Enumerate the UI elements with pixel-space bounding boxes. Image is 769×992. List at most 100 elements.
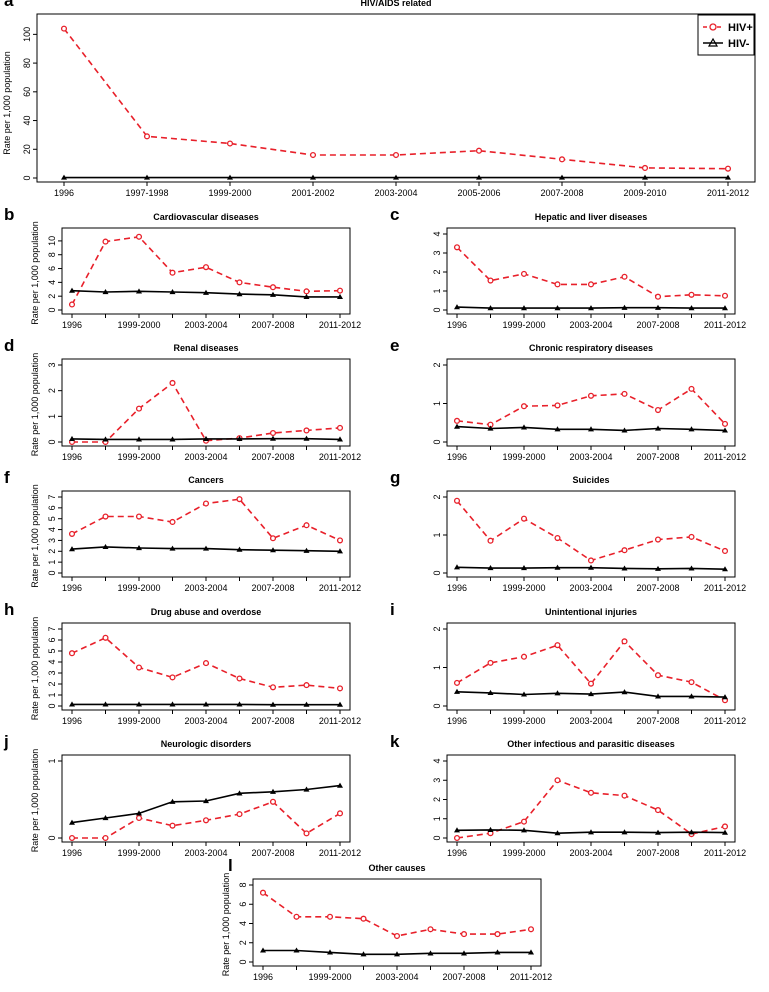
data-point-hiv-pos-i — [688, 679, 695, 686]
y-tick-label-k: 1 — [432, 816, 442, 821]
data-point-hiv-neg-b — [337, 293, 343, 299]
data-point-hiv-pos-d — [303, 427, 310, 434]
data-point-hiv-neg-f — [69, 546, 75, 552]
legend-label-hiv-pos: HIV+ — [728, 22, 753, 34]
y-tick-label-d: 1 — [47, 414, 57, 419]
panel-a: a HIV/AIDS related 0 20 40 60 80 100 1996 1997-19… — [2, 0, 756, 198]
data-point-hiv-pos-e — [587, 392, 595, 399]
data-point-hiv-pos-j — [336, 810, 344, 817]
y-tick-label-c: 0 — [432, 307, 442, 312]
data-point-hiv-pos-f — [169, 518, 176, 526]
data-point-hiv-pos-j — [303, 830, 310, 837]
data-point-hiv-pos-f — [102, 513, 109, 520]
panel-title-a: HIV/AIDS related — [360, 0, 431, 8]
data-point-hiv-pos-j — [202, 817, 210, 824]
x-tick-label-e: 1996 — [447, 452, 467, 462]
data-point-hiv-neg-k — [554, 830, 561, 836]
x-tick-label-a: 2003-2004 — [374, 188, 417, 198]
data-point-hiv-neg-j — [69, 819, 75, 825]
series-line-hiv-pos-i — [456, 640, 726, 701]
data-point-hiv-neg-f — [203, 545, 209, 551]
data-point-hiv-neg-a — [393, 174, 399, 180]
data-point-hiv-neg-a — [642, 174, 648, 180]
data-point-hiv-neg-f — [136, 545, 142, 551]
series-line-hiv-pos-c — [456, 246, 726, 298]
data-point-hiv-pos-b — [336, 287, 344, 294]
panel-k: k Other infectious and parasitic diseases… — [390, 732, 746, 858]
data-point-hiv-neg-h — [136, 701, 142, 707]
legend-marker-hiv-neg — [707, 37, 719, 47]
data-point-hiv-neg-i — [554, 690, 561, 696]
data-point-hiv-neg-j — [236, 790, 243, 796]
panel-letter-b: b — [4, 205, 14, 224]
data-point-hiv-pos-l — [494, 931, 501, 938]
data-point-hiv-neg-g — [454, 564, 460, 570]
panel-h: h Drug abuse and overdose 0 1 2 3 4 5 6 7 1996 1999… — [4, 600, 361, 726]
data-point-hiv-pos-l — [427, 926, 434, 933]
x-tick-label-e: 1999-2000 — [502, 452, 545, 462]
y-tick-label-b: 10 — [47, 236, 57, 246]
data-point-hiv-pos-k — [654, 807, 662, 814]
data-point-hiv-pos-h — [68, 650, 76, 657]
series-line-hiv-pos-g — [456, 500, 726, 562]
y-tick-label-l: 4 — [238, 921, 248, 926]
data-point-hiv-neg-f — [337, 548, 343, 554]
data-point-hiv-neg-a — [559, 174, 565, 180]
x-tick-label-h: 1996 — [62, 716, 82, 726]
legend-label-hiv-neg: HIV- — [728, 38, 750, 50]
data-point-hiv-neg-e — [655, 425, 661, 431]
data-point-hiv-neg-h — [169, 701, 176, 707]
data-point-hiv-pos-c — [487, 277, 494, 284]
data-point-hiv-neg-g — [554, 564, 561, 570]
data-point-hiv-neg-g — [521, 565, 527, 571]
data-point-hiv-neg-j — [102, 814, 109, 821]
data-point-hiv-pos-k — [587, 789, 595, 796]
y-tick-label-a: 60 — [22, 87, 32, 97]
data-point-hiv-pos-i — [554, 642, 561, 649]
x-tick-label-d: 2007-2008 — [251, 452, 294, 462]
data-point-hiv-pos-e — [621, 390, 628, 397]
y-tick-label-f: 2 — [47, 549, 57, 554]
data-point-hiv-pos-g — [688, 533, 695, 540]
data-point-hiv-neg-b — [69, 287, 75, 293]
panel-title-i: Unintentional injuries — [545, 607, 637, 617]
data-point-hiv-pos-g — [654, 536, 662, 543]
x-tick-label-h: 1999-2000 — [117, 716, 160, 726]
panel-title-f: Cancers — [188, 475, 224, 485]
data-point-hiv-pos-i — [587, 680, 595, 687]
data-point-hiv-pos-i — [453, 679, 461, 686]
y-tick-label-b: 8 — [47, 252, 57, 257]
data-point-hiv-pos-b — [68, 301, 76, 308]
data-point-hiv-neg-a — [725, 174, 731, 180]
data-point-hiv-pos-b — [303, 288, 310, 295]
data-point-hiv-pos-f — [135, 513, 143, 520]
data-point-hiv-pos-h — [269, 684, 277, 691]
data-point-hiv-pos-f — [336, 537, 344, 544]
x-tick-label-i: 1996 — [447, 716, 467, 726]
data-point-hiv-neg-c — [454, 304, 460, 310]
data-point-hiv-pos-l — [259, 889, 267, 896]
y-tick-label-i: 2 — [432, 626, 442, 631]
panel-letter-l: l — [228, 856, 233, 875]
data-point-hiv-pos-c — [554, 281, 561, 288]
y-tick-label-k: 4 — [432, 758, 442, 763]
panel-g: g Suicides 0 1 2 1996 1999-2000 2003-2004 2007-2… — [390, 468, 746, 593]
data-point-hiv-neg-h — [69, 701, 75, 707]
x-tick-label-b: 1996 — [62, 320, 82, 330]
panel-title-l: Other causes — [368, 863, 425, 873]
x-tick-label-f: 2007-2008 — [251, 583, 294, 593]
y-tick-label-c: 4 — [432, 231, 442, 236]
data-point-hiv-pos-l — [326, 913, 334, 920]
data-point-hiv-neg-g — [487, 565, 494, 571]
series-line-hiv-pos-d — [72, 381, 341, 443]
data-point-hiv-neg-l — [461, 950, 467, 956]
y-tick-label-a: 80 — [22, 58, 32, 68]
x-tick-label-k: 2007-2008 — [636, 848, 679, 858]
data-point-hiv-pos-h — [169, 674, 176, 681]
data-point-hiv-neg-d — [69, 435, 75, 442]
x-tick-label-e: 2003-2004 — [569, 452, 612, 462]
y-tick-label-k: 2 — [432, 797, 442, 802]
data-point-hiv-pos-f — [202, 500, 210, 507]
data-point-hiv-neg-e — [487, 425, 494, 431]
